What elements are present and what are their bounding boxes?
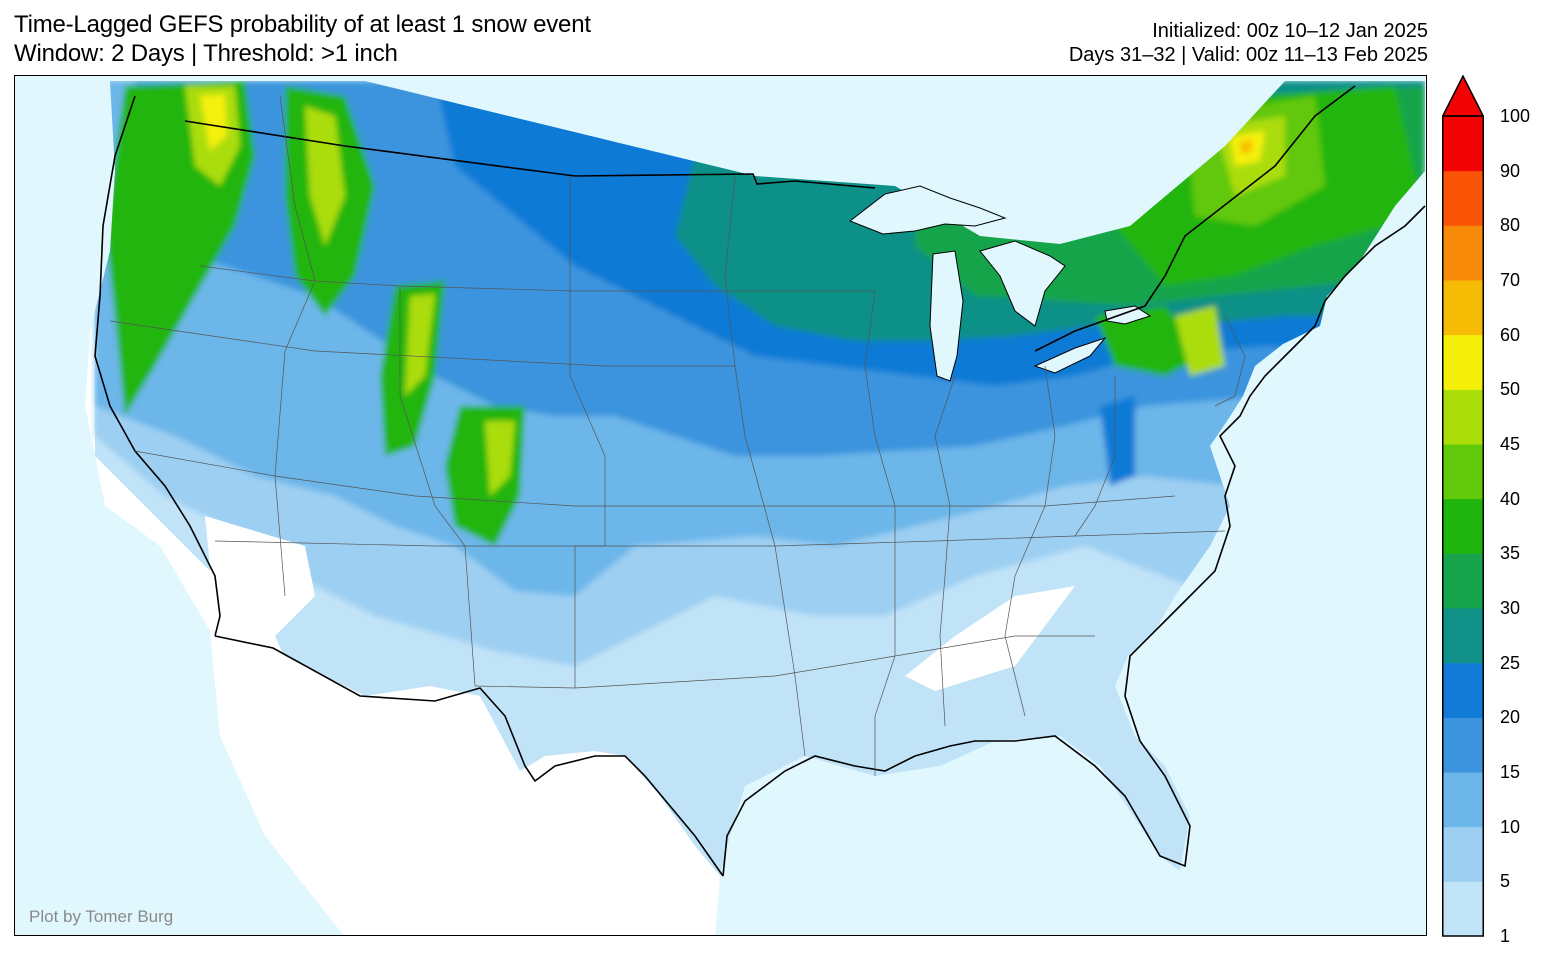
colorbar-segment <box>1442 608 1484 664</box>
init-time-label: Initialized: 00z 10–12 Jan 2025 <box>1152 20 1428 42</box>
colorbar-tick-label: 100 <box>1500 106 1531 126</box>
southeast-white-1 <box>905 586 1075 691</box>
colorbar-tick-label: 35 <box>1500 543 1521 564</box>
colorbar-segment <box>1442 170 1484 226</box>
map-panel: Plot by Tomer Burg <box>14 75 1427 936</box>
colorbar-segment <box>1442 444 1484 500</box>
lake-huron <box>979 240 1066 327</box>
ne-lime <box>1175 306 1225 376</box>
colorbar-segment <box>1442 553 1484 609</box>
state-line <box>109 320 735 367</box>
colorbar-tick-label: 90 <box>1500 160 1521 181</box>
great-lakes <box>848 185 1152 382</box>
canada-border-west <box>184 120 876 189</box>
prob-60-70 <box>1240 140 1253 154</box>
state-line <box>864 290 896 776</box>
pnw-yellow-1 <box>200 94 227 151</box>
colorbar-segment <box>1442 498 1484 554</box>
mexico-border <box>214 635 724 877</box>
colorbar-tick-label: 1 <box>1500 926 1511 946</box>
us-coast-gulf <box>722 735 1191 877</box>
colorbar-tick-label: 20 <box>1500 707 1521 728</box>
state-line <box>199 265 875 292</box>
colorbar-outline <box>1442 115 1484 937</box>
title-block: Time-Lagged GEFS probability of at least… <box>14 10 591 68</box>
lake-superior <box>848 185 1007 235</box>
us-coast-west <box>94 95 221 637</box>
state-line <box>399 286 476 687</box>
rockies-lime-1 <box>405 294 435 396</box>
colorbar-segment <box>1442 389 1484 445</box>
colorbar-tick-label: 45 <box>1500 434 1521 454</box>
colorado-lime <box>485 421 515 496</box>
colorbar-tick-label: 15 <box>1500 762 1521 782</box>
state-line <box>474 635 1095 689</box>
colorbar-segment <box>1442 881 1484 937</box>
colorbar-tick-label: 10 <box>1500 816 1521 837</box>
credit-label: Plot by Tomer Burg <box>29 907 174 926</box>
colorbar-tick-label: 50 <box>1500 379 1521 400</box>
colorbar <box>1442 75 1484 937</box>
lake-michigan <box>929 250 964 382</box>
state-line <box>569 176 606 688</box>
colorbar-tick-label: 25 <box>1500 652 1521 673</box>
state-line <box>134 450 1176 507</box>
state-line <box>934 375 956 727</box>
colorbar-segment <box>1442 280 1484 336</box>
colorbar-segment <box>1442 334 1484 390</box>
state-line <box>724 175 806 757</box>
colorbar-segments <box>1442 75 1484 937</box>
colorbar-tick-label: 40 <box>1500 488 1521 509</box>
state-line <box>1214 315 1246 407</box>
valid-time-label: Days 31–32 | Valid: 00z 11–13 Feb 2025 <box>1068 44 1428 66</box>
state-borders <box>109 95 1246 776</box>
colorbar-tick-label: 60 <box>1500 324 1521 345</box>
colorbar-tick-label: 30 <box>1500 598 1521 618</box>
state-line <box>1074 376 1116 537</box>
colorbar-tick-label: 70 <box>1500 270 1521 290</box>
canada-border-east <box>1034 85 1356 352</box>
land-mexico <box>210 631 720 935</box>
appalachian-blue <box>1100 396 1135 486</box>
colorbar-segment <box>1442 116 1484 172</box>
colorbar-tick-label: 5 <box>1500 871 1511 892</box>
chart-subtitle: Window: 2 Days | Threshold: >1 inch <box>14 40 398 67</box>
colorbar-extend-arrow <box>1442 75 1484 117</box>
borders <box>94 85 1426 877</box>
us-coast-east <box>1124 205 1426 742</box>
state-line <box>1004 365 1056 717</box>
map-canvas <box>15 76 1426 935</box>
state-line <box>274 95 316 597</box>
colorbar-segment <box>1442 717 1484 773</box>
init-info: Initialized: 00z 10–12 Jan 2025 Days 31–… <box>1069 19 1428 67</box>
colorbar-segment <box>1442 826 1484 882</box>
colorbar-segment <box>1442 225 1484 281</box>
chart-title: Time-Lagged GEFS probability of at least… <box>14 11 591 38</box>
colorbar-tick-label: 80 <box>1500 215 1521 236</box>
lake-erie <box>1033 336 1107 374</box>
southwest-white-1 <box>205 516 315 636</box>
colorbar-segment <box>1442 662 1484 718</box>
colorbar-segment <box>1442 772 1484 828</box>
